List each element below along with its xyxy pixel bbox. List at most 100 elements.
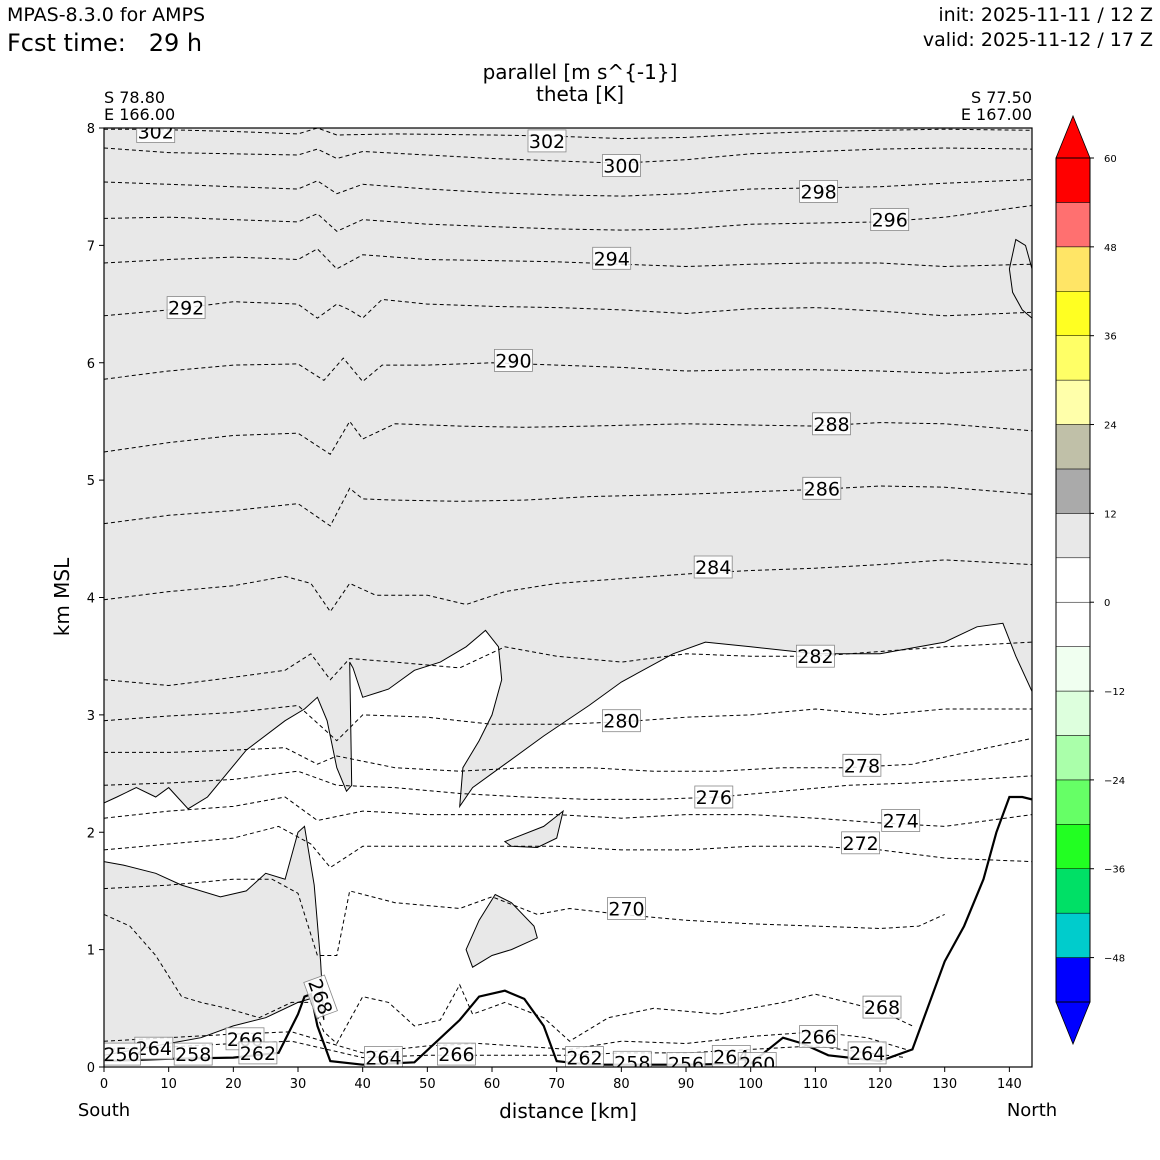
theta-label-text: 262 <box>240 1043 276 1065</box>
theta-isoline-286 <box>104 485 1032 527</box>
theta-label-268: 268 <box>862 995 902 1019</box>
theta-label-text: 256 <box>103 1044 139 1066</box>
y-tick-label: 4 <box>87 592 95 607</box>
theta-label-box <box>303 974 338 1019</box>
right-endpoint-longitude: E 167.00 <box>960 105 1032 124</box>
colorbar-segment <box>1055 157 1091 203</box>
x-tick-label: 140 <box>997 1077 1022 1092</box>
theta-label-text: 266 <box>800 1027 836 1049</box>
theta-label-box <box>166 296 206 320</box>
theta-label-272: 272 <box>841 831 880 855</box>
theta-label-282: 282 <box>796 644 835 668</box>
fill-field-title: parallel [m s^{-1}] <box>482 60 678 84</box>
init-time: init: 2025-11-11 / 12 Z <box>938 4 1153 26</box>
theta-label-260: 260 <box>737 1052 777 1076</box>
right-endpoint-latitude: S 77.50 <box>970 88 1032 107</box>
x-tick-label: 100 <box>738 1077 763 1092</box>
theta-label-text: 264 <box>365 1048 401 1070</box>
theta-isoline-272 <box>104 825 1032 869</box>
colorbar-segment <box>1055 735 1091 781</box>
theta-label-286: 286 <box>802 476 842 500</box>
theta-label-text: 284 <box>695 557 731 579</box>
theta-label-box <box>881 809 921 832</box>
model-title: MPAS-8.3.0 for AMPS <box>7 4 206 26</box>
y-tick-label: 8 <box>87 122 95 137</box>
theta-label-text: 302 <box>529 131 565 153</box>
colorbar-over-arrow <box>1055 114 1091 159</box>
colorbar-segment <box>1055 601 1091 647</box>
axes-layer: 0 10 20 30 40 50 60 70 80 90 100 110 120 130 140 0 1 2 3 4 5… <box>87 122 1022 1092</box>
terrain-layer <box>104 795 1032 1066</box>
theta-label-text: 288 <box>813 414 849 436</box>
y-tick-label: 2 <box>87 826 95 841</box>
colorbar-segment <box>1055 557 1091 603</box>
shaded-region-2 <box>465 893 538 968</box>
colorbar-segment <box>1055 824 1091 869</box>
theta-label-box <box>436 1042 476 1066</box>
colorbar-segment <box>1055 513 1091 559</box>
wind-shading-layer <box>104 128 1032 1056</box>
colorbar-tick-label: 48 <box>1104 243 1117 254</box>
theta-label-284: 284 <box>693 555 733 579</box>
colorbar-tick-label: −24 <box>1104 776 1125 787</box>
theta-isoline-284 <box>104 559 1032 613</box>
theta-label-274: 274 <box>881 809 921 833</box>
colorbar-frame <box>1055 157 1091 1003</box>
theta-label-text: 268 <box>864 997 900 1019</box>
theta-label-288: 288 <box>812 412 851 436</box>
theta-label-box <box>694 785 734 809</box>
colorbar-tick-label: 60 <box>1104 154 1117 165</box>
left-endpoint-longitude: E 166.00 <box>104 105 176 124</box>
theta-label-box <box>602 709 641 733</box>
theta-label-box <box>136 128 176 143</box>
theta-label-text: 280 <box>603 711 639 733</box>
theta-label-text: 256 <box>668 1054 704 1076</box>
theta-label-box <box>796 644 835 668</box>
colorbar-segment <box>1055 646 1091 692</box>
theta-label-text: 300 <box>603 156 639 178</box>
colorbar-segment <box>1055 335 1091 381</box>
theta-isoline-268 <box>104 913 913 1045</box>
left-endpoint-latitude: S 78.80 <box>104 88 166 107</box>
theta-label-264: 264 <box>847 1041 887 1065</box>
valid-time: valid: 2025-11-12 / 17 Z <box>922 29 1153 51</box>
colorbar-tick-label: −48 <box>1104 954 1125 965</box>
theta-label-text: 270 <box>608 899 644 921</box>
colorbar-segment <box>1055 690 1091 736</box>
theta-label-layer: 302 302 300 298 296 294 292 290 288 286 284 282 280 2… <box>103 128 921 1076</box>
y-tick-label: 0 <box>87 1061 95 1076</box>
theta-isoline-290 <box>104 357 1032 383</box>
theta-label-text: 272 <box>842 833 878 855</box>
theta-label-text: 296 <box>872 210 908 232</box>
theta-isoline-300 <box>104 147 1032 164</box>
theta-label-256: 256 <box>103 1042 141 1066</box>
theta-label-290: 290 <box>494 348 533 372</box>
terrain-line <box>104 795 1032 1066</box>
colorbar-segment <box>1055 379 1091 425</box>
theta-label-text: 286 <box>804 478 840 500</box>
x-tick-label: 80 <box>613 1077 630 1092</box>
theta-label-box <box>173 1042 213 1066</box>
theta-label-300: 300 <box>602 154 641 178</box>
theta-label-box <box>363 1046 403 1067</box>
shaded-region-4 <box>1008 238 1032 319</box>
theta-label-text: 260 <box>739 1054 775 1076</box>
theta-label-text: 264 <box>849 1043 885 1065</box>
theta-label-text: 266 <box>438 1044 474 1066</box>
x-tick-label: 120 <box>868 1077 893 1092</box>
theta-label-294: 294 <box>592 246 632 270</box>
theta-label-298: 298 <box>799 179 838 203</box>
shaded-region-0 <box>104 128 1032 810</box>
theta-isoline-298 <box>104 179 1032 197</box>
theta-label-258: 258 <box>612 1050 652 1067</box>
theta-label-264: 264 <box>363 1046 403 1070</box>
colorbar-segment <box>1055 202 1091 248</box>
y-axis-title: km MSL <box>50 557 74 636</box>
colorbar-segment <box>1055 868 1091 914</box>
x-tick-label: 90 <box>678 1077 695 1092</box>
y-tick-label: 7 <box>87 239 95 254</box>
theta-label-text: 282 <box>797 646 833 668</box>
colorbar-segment <box>1055 291 1091 336</box>
left-direction-label: South <box>77 1100 131 1121</box>
